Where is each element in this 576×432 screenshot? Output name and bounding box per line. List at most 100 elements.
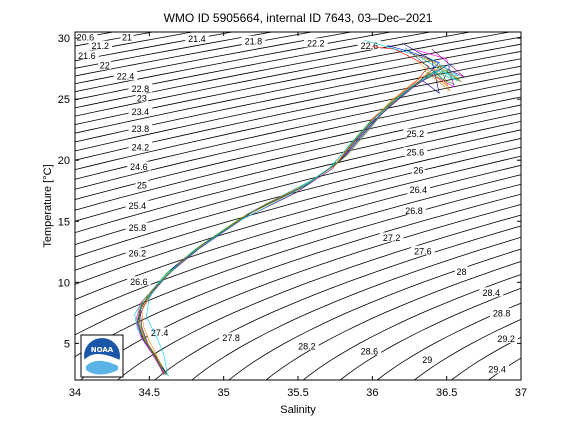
density-contour [265, 261, 521, 380]
contour-label-bg [420, 354, 434, 364]
contour-label-bg [128, 83, 153, 93]
contour-label: 27.6 [414, 246, 432, 256]
density-contour [75, 174, 521, 317]
y-tick-label: 10 [58, 277, 70, 289]
contour-label: 28.8 [493, 309, 511, 319]
density-contour [376, 302, 521, 380]
density-contour [75, 32, 473, 109]
profile-line [141, 61, 447, 373]
contour-label-bg [128, 106, 153, 116]
contour-label: 28.2 [298, 342, 316, 352]
density-contour [302, 274, 521, 380]
contour-label: 29.4 [488, 365, 506, 375]
density-contour [154, 225, 521, 380]
density-contour [75, 36, 521, 125]
contour-label: 25.4 [129, 201, 147, 211]
contour-label: 29 [422, 355, 432, 365]
contour-label-bg [128, 123, 153, 133]
contour-label: 27.4 [151, 328, 169, 338]
contour-label-bg [489, 308, 514, 318]
chart-title: WMO ID 5905664, internal ID 7643, 03–Dec… [164, 11, 433, 25]
contour-label-bg [75, 50, 99, 60]
contour-label: 22.4 [117, 72, 135, 82]
profile-line [137, 47, 452, 375]
noaa-logo: NOAA [80, 334, 124, 378]
density-contour [228, 248, 521, 380]
contour-label-bg [241, 35, 266, 45]
contour-label-bg [127, 276, 151, 286]
density-contour [116, 214, 521, 380]
contour-label-bg [357, 40, 382, 50]
contour-label: 21.2 [92, 41, 110, 51]
x-tick-label: 37 [515, 387, 527, 399]
contour-label: 22.6 [361, 41, 379, 51]
profile-line [140, 48, 465, 376]
density-contour [75, 58, 521, 152]
contour-label: 25.2 [407, 129, 425, 139]
contour-label: 20.6 [77, 33, 95, 43]
contour-label-bg [357, 345, 382, 355]
contour-label: 22.8 [132, 84, 150, 94]
contour-label-bg [402, 205, 426, 215]
contour-label: 25.8 [129, 223, 147, 233]
profile-line [137, 52, 451, 375]
density-contour [79, 204, 521, 380]
contour-label-bg [135, 93, 149, 103]
contour-label-bg [295, 341, 319, 350]
y-tick-label: 30 [58, 33, 70, 45]
x-tick-label: 35 [218, 387, 230, 399]
density-contour [339, 287, 521, 380]
density-contour [75, 104, 521, 211]
x-tick-label: 34 [69, 387, 81, 399]
density-contour [75, 51, 521, 143]
y-tick-label: 5 [64, 338, 70, 350]
density-contour [75, 129, 521, 245]
contour-label: 21 [122, 33, 132, 43]
contour-label: 24.6 [130, 162, 148, 172]
contour-label: 26.4 [410, 185, 428, 195]
contour-label-bg [185, 33, 209, 43]
x-axis: 34 34.5 35 35.5 36 36.5 37 [69, 32, 527, 399]
density-contour [413, 318, 521, 380]
y-tick-label: 25 [58, 94, 70, 106]
contour-label: 29.2 [497, 334, 515, 344]
contour-label-bg [379, 232, 404, 242]
contour-label-bg [147, 327, 172, 337]
contour-label: 21.6 [78, 51, 96, 61]
contour-label: 27.2 [383, 233, 401, 243]
contour-label-bg [403, 146, 428, 156]
x-tick-label: 34.5 [139, 387, 160, 399]
density-contour [75, 43, 521, 134]
contour-label-bg [135, 179, 149, 189]
y-axis: 5 10 15 20 25 30 [58, 33, 521, 350]
contour-label: 28.4 [483, 288, 501, 298]
density-contour [75, 32, 354, 85]
contour-label-bg [304, 38, 328, 48]
density-contour [75, 120, 521, 234]
contour-label: 26.6 [130, 277, 148, 287]
density-contour-labels: 20.6 21 21.2 21.4 21.6 21.8 22 22.2 22.4 22.6 22.8… [75, 32, 518, 375]
profile-line [134, 40, 459, 377]
contour-label: 21.8 [245, 36, 263, 46]
contour-label-bg [120, 32, 134, 42]
contour-label: 27.8 [222, 333, 240, 343]
contour-label: 26.8 [405, 206, 423, 216]
density-contour [75, 32, 394, 93]
contour-label: 26 [413, 166, 423, 176]
contour-label: 25 [137, 180, 147, 190]
contour-label: 23.8 [132, 124, 150, 134]
contour-label-bg [479, 287, 504, 297]
density-contour [75, 183, 521, 336]
density-contour [75, 146, 521, 271]
contour-label-bg [412, 165, 425, 175]
contour-label-bg [411, 245, 435, 255]
contour-label-bg [455, 266, 468, 276]
contour-label-bg [128, 142, 153, 151]
contour-label-bg [494, 333, 518, 343]
contour-label-bg [75, 32, 98, 42]
profile-lines [134, 40, 465, 377]
density-contour [75, 32, 513, 117]
density-contour [75, 73, 521, 171]
contour-label-bg [88, 40, 113, 50]
contour-label: 24.2 [132, 143, 150, 153]
